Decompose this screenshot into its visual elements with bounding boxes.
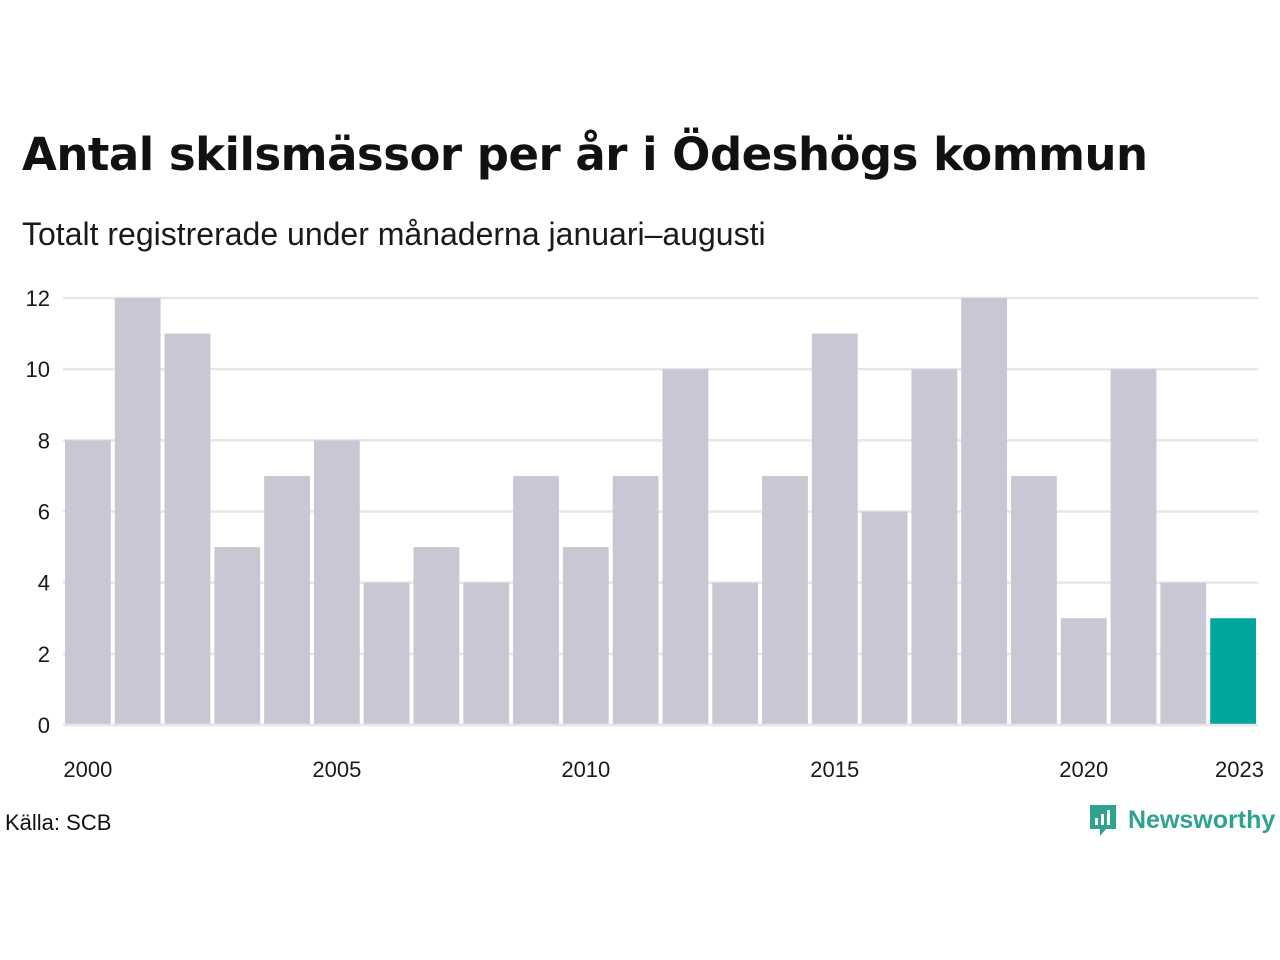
bar (1210, 618, 1256, 725)
bar (1060, 618, 1107, 725)
chart-subtitle: Totalt registrerade under månaderna janu… (22, 216, 766, 252)
brand-logo: Newsworthy (1088, 802, 1275, 838)
y-tick-label: 2 (38, 642, 50, 667)
chart-title: Antal skilsmässor per år i Ödeshögs komm… (22, 128, 1148, 181)
bar (463, 582, 510, 725)
bar (264, 475, 310, 725)
bar (413, 547, 460, 725)
bar (612, 475, 659, 725)
bar (65, 440, 111, 725)
newsworthy-logo-icon (1090, 805, 1116, 836)
bar (164, 333, 211, 725)
x-tick-label: 2010 (561, 757, 610, 782)
x-tick-label: 2023 (1215, 757, 1264, 782)
bar (114, 298, 161, 725)
bar (1011, 475, 1057, 725)
x-tick-label: 2015 (810, 757, 859, 782)
y-tick-label: 12 (26, 286, 50, 311)
bar (363, 582, 410, 725)
bar (562, 547, 609, 725)
bar (662, 369, 709, 725)
bar (762, 475, 808, 725)
bar (911, 369, 958, 725)
bar-chart: 0 2 4 6 8 10 12 2000 2005 2010 2015 2020 2023 (26, 286, 1264, 782)
bar (861, 511, 908, 725)
source-note: Källa: SCB (5, 810, 112, 835)
x-tick-label: 2000 (63, 757, 112, 782)
bar (1160, 582, 1207, 725)
y-tick-label: 4 (38, 571, 50, 596)
x-tick-label: 2005 (312, 757, 361, 782)
bar (1110, 369, 1157, 725)
bar (712, 582, 759, 725)
bar (961, 298, 1008, 725)
bar (214, 547, 261, 725)
bar (313, 440, 360, 725)
x-tick-label: 2020 (1059, 757, 1108, 782)
y-tick-label: 8 (38, 428, 50, 453)
brand-name: Newsworthy (1128, 805, 1276, 834)
bar (811, 333, 858, 725)
y-tick-label: 0 (38, 713, 50, 738)
bar (513, 475, 559, 725)
y-tick-label: 10 (26, 357, 50, 382)
y-tick-label: 6 (38, 500, 50, 525)
